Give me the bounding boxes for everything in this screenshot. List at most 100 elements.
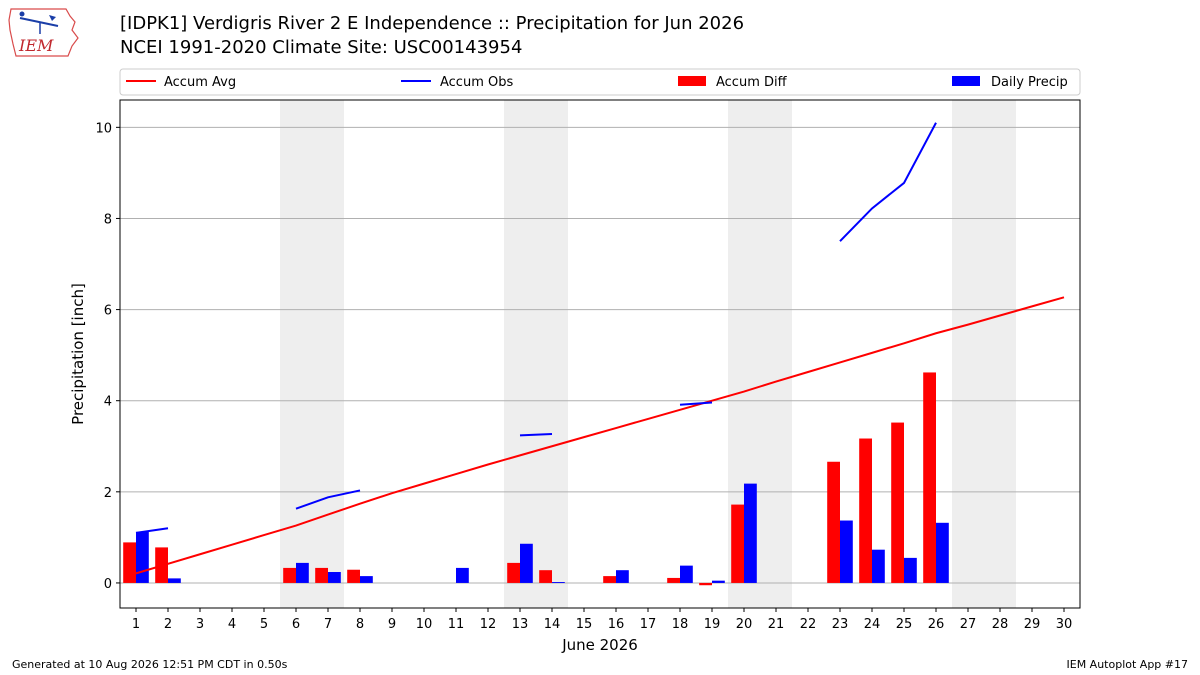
x-tick-label: 19 [704,617,721,632]
daily-precip-bar [520,543,533,583]
weekend-shade [984,100,1016,608]
x-tick-label: 14 [544,617,561,632]
daily-precip-bar [456,567,469,583]
x-tick-label: 12 [480,617,497,632]
x-tick-label: 15 [576,617,593,632]
x-tick-label: 26 [928,617,945,632]
x-tick-label: 2 [164,617,172,632]
x-tick-label: 1 [132,617,140,632]
y-axis-label: Precipitation [inch] [69,283,87,425]
y-tick-label: 8 [104,212,112,227]
daily-precip-bar [328,572,341,583]
x-tick-label: 8 [356,617,364,632]
x-tick-label: 16 [608,617,625,632]
daily-precip-bar [168,578,181,583]
daily-precip-bar [744,483,757,583]
x-tick-label: 10 [416,617,433,632]
x-tick-label: 9 [388,617,396,632]
accum-avg-line [135,296,1065,575]
legend-label-daily-precip: Daily Precip [991,75,1068,90]
daily-precip-bar [136,531,149,583]
accum-diff-bar [827,461,840,583]
accum-obs-line [519,432,553,437]
accum-diff-bar [347,569,360,583]
daily-precip-bar [680,565,693,583]
x-tick-label: 23 [832,617,849,632]
y-tick-label: 10 [95,121,112,136]
legend-box [119,68,1081,96]
x-tick-label: 6 [292,617,300,632]
weekend-shade [760,100,792,608]
iem-logo: IEM [8,8,79,57]
weekend-shade [952,100,984,608]
accum-diff-bar [891,422,904,583]
accum-diff-bar [699,582,712,586]
weekend-shade [312,100,344,608]
legend-swatch-daily-precip [952,76,980,86]
legend: Accum Avg Accum Obs Accum Diff Daily Pre… [119,68,1081,96]
x-tick-label: 13 [512,617,529,632]
legend-label-accum-obs: Accum Obs [440,75,513,90]
x-tick-label: 5 [260,617,268,632]
accum-diff-bar [667,577,680,583]
x-tick-label: 11 [448,617,465,632]
x-tick-label: 3 [196,617,204,632]
iem-logo-text: IEM [18,36,54,55]
weekend-shade [280,100,312,608]
accum-obs-line [839,122,937,242]
chart-subtitle: NCEI 1991-2020 Climate Site: USC00143954 [120,37,523,58]
x-tick-label: 22 [800,617,817,632]
x-tick-label: 4 [228,617,236,632]
x-tick-label: 17 [640,617,657,632]
x-tick-label: 18 [672,617,689,632]
x-tick-label: 29 [1024,617,1041,632]
footer-app: IEM Autoplot App #17 [1066,658,1189,671]
weather-vane-icon [19,17,59,27]
iowa-state-outline [8,8,79,57]
accum-diff-bar [507,562,520,583]
daily-precip-bar [904,557,917,583]
accum-diff-bar [923,372,936,583]
x-tick-label: 24 [864,617,881,632]
legend-label-accum-diff: Accum Diff [716,75,788,90]
y-tick-label: 4 [104,395,112,410]
daily-precip-bar [616,570,629,583]
accum-diff-bar [731,504,744,583]
x-tick-label: 30 [1056,617,1073,632]
legend-label-accum-avg: Accum Avg [164,75,236,90]
x-tick-label: 20 [736,617,753,632]
weekend-shade [536,100,568,608]
accum-obs-line [679,401,713,406]
y-tick-label: 6 [104,304,112,319]
x-tick-label: 25 [896,617,913,632]
x-axis-label: June 2026 [561,636,638,654]
y-tick-label: 2 [104,486,112,501]
daily-precip-bar [840,520,853,583]
x-tick-label: 28 [992,617,1009,632]
accum-diff-bar [283,567,296,583]
accum-diff-bar [603,576,616,583]
legend-swatch-accum-diff [678,76,706,86]
daily-precip-bar [712,580,725,583]
daily-precip-bar [360,576,373,583]
accum-obs-line [295,489,361,510]
x-tick-label: 21 [768,617,785,632]
accum-diff-bar [859,438,872,583]
accum-diff-bar [315,567,328,583]
footer-generated: Generated at 10 Aug 2026 12:51 PM CDT in… [12,658,288,671]
accum-diff-bar [539,570,552,583]
chart-title: [IDPK1] Verdigris River 2 E Independence… [120,13,745,34]
daily-precip-bar [872,549,885,583]
weekend-shade [504,100,536,608]
daily-precip-bar [296,562,309,583]
daily-precip-bar [936,522,949,583]
accum-diff-bar [123,542,136,583]
y-tick-label: 0 [104,577,112,592]
plot-frame [119,99,1081,609]
x-tick-label: 27 [960,617,977,632]
x-tick-label: 7 [324,617,332,632]
accum-obs-line [135,527,169,534]
daily-precip-bar [552,582,565,583]
